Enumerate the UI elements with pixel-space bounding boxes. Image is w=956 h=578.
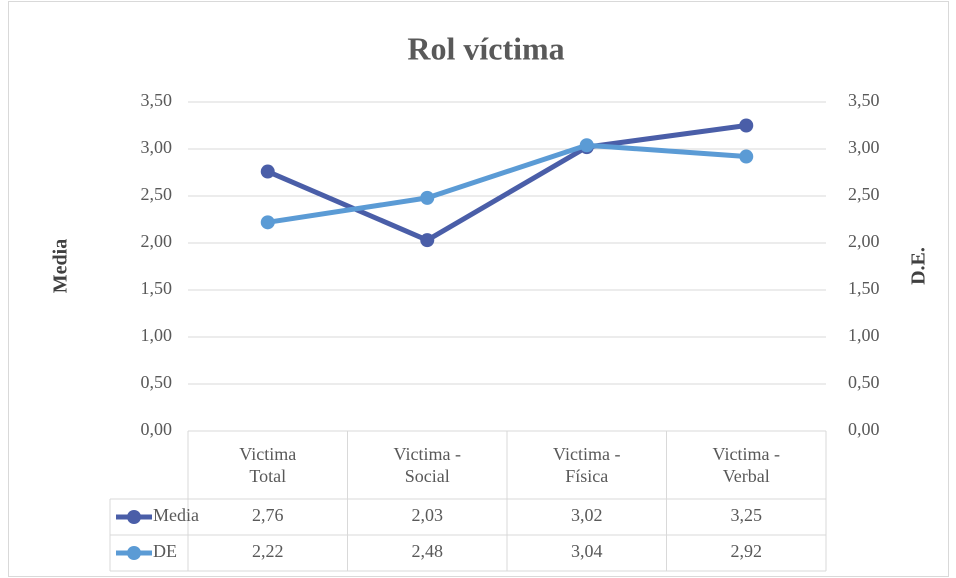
series-line (265, 142, 749, 225)
y-tick-label: 3,50 (141, 90, 173, 110)
y2-tick-label: 0,00 (848, 419, 880, 439)
table-value: 3,04 (571, 541, 603, 561)
table-value: 2,22 (252, 541, 284, 561)
y-tick-label: 2,50 (141, 184, 173, 204)
y-tick-label: 1,50 (141, 278, 173, 298)
x-tick-label: Victima - Social (393, 444, 461, 486)
legend-label: DE (153, 541, 177, 561)
y-tick-label: 2,00 (141, 231, 173, 251)
table-value: 2,76 (252, 505, 284, 525)
data-point (260, 215, 275, 230)
table-value: 2,92 (731, 541, 763, 561)
table-value: 2,03 (412, 505, 444, 525)
data-point (739, 149, 754, 164)
y-tick-label: 0,00 (141, 419, 173, 439)
y-tick-label: 1,00 (141, 325, 173, 345)
data-table-grid (109, 431, 827, 572)
data-point (420, 233, 435, 248)
table-value: 3,02 (571, 505, 603, 525)
y2-axis-title: D.E. (908, 247, 930, 285)
y2-tick-label: 3,50 (848, 90, 880, 110)
x-tick-label: Victima Total (239, 444, 297, 486)
data-point (579, 138, 594, 153)
x-tick-label: Victima - Verbal (712, 444, 780, 486)
y2-tick-label: 2,00 (848, 231, 880, 251)
data-point (260, 164, 275, 179)
y2-tick-label: 3,00 (848, 137, 880, 157)
y-axis-title: Media (50, 239, 72, 293)
table-value: 3,25 (731, 505, 763, 525)
x-tick-label: Victima - Física (553, 444, 621, 486)
legend-label: Media (153, 505, 199, 525)
y2-tick-label: 1,00 (848, 325, 880, 345)
series-line (265, 123, 749, 243)
table-value: 2,48 (412, 541, 444, 561)
legend-marker (127, 510, 141, 524)
chart-border (8, 1, 949, 577)
data-point (739, 118, 754, 133)
y-tick-label: 3,00 (141, 137, 173, 157)
data-point (420, 190, 435, 205)
chart-title: Rol víctima (407, 30, 564, 66)
y2-tick-label: 2,50 (848, 184, 880, 204)
y2-tick-label: 0,50 (848, 372, 880, 392)
y2-tick-label: 1,50 (848, 278, 880, 298)
legend-marker (127, 546, 141, 560)
y-tick-label: 0,50 (141, 372, 173, 392)
